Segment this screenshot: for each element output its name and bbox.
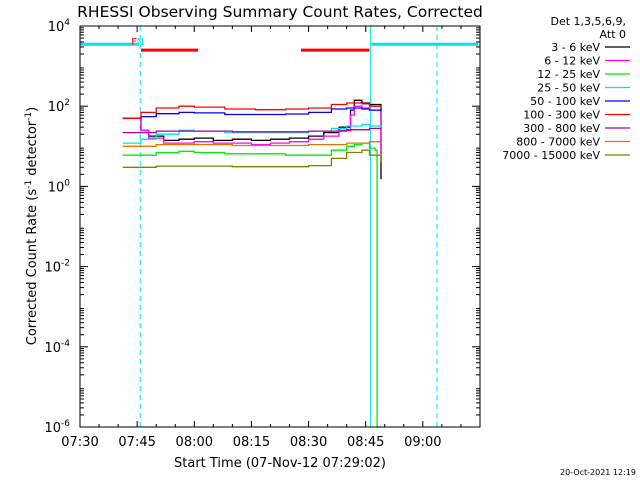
y-tick-label-0: 10-6 xyxy=(44,419,70,436)
x-tick-label-3: 08:15 xyxy=(233,435,270,450)
y-tick-label-3: 100 xyxy=(48,178,71,195)
series-line-4 xyxy=(122,107,382,119)
legend-label-1: 6 - 12 keV xyxy=(544,55,600,68)
legend-header-line-2: Att 0 xyxy=(600,28,626,41)
legend-label-4: 50 - 100 keV xyxy=(530,95,600,108)
legend-label-3: 25 - 50 keV xyxy=(537,82,600,95)
flag-annotation-0: F xyxy=(131,37,137,48)
x-tick-label-0: 07:30 xyxy=(61,435,98,450)
flag-annotation-1: N xyxy=(136,37,143,48)
x-tick-label-2: 08:00 xyxy=(176,435,213,450)
legend-label-2: 12 - 25 keV xyxy=(537,68,600,81)
series-line-3 xyxy=(122,123,382,144)
x-tick-label-4: 08:30 xyxy=(290,435,327,450)
series-line-5 xyxy=(122,102,382,119)
legend-label-8: 7000 - 15000 keV xyxy=(502,149,600,162)
series-line-6 xyxy=(122,127,381,134)
x-tick-label-1: 07:45 xyxy=(118,435,155,450)
chart-title: RHESSI Observing Summary Count Rates, Co… xyxy=(77,3,483,21)
series-line-2 xyxy=(122,142,381,428)
plot-frame xyxy=(79,25,481,428)
legend-label-6: 300 - 800 keV xyxy=(523,122,600,135)
legend-label-7: 800 - 7000 keV xyxy=(516,136,600,149)
x-tick-label-6: 09:00 xyxy=(404,435,441,450)
y-tick-label-4: 102 xyxy=(48,98,70,115)
y-tick-label-1: 10-4 xyxy=(44,339,70,356)
legend-label-5: 100 - 300 keV xyxy=(523,109,600,122)
y-axis-label: Corrected Count Rate (s-1 detector-1) xyxy=(24,107,40,345)
legend-label-0: 3 - 6 keV xyxy=(551,41,600,54)
legend-header-line-1: Det 1,3,5,6,9, xyxy=(550,15,626,28)
series-line-7 xyxy=(122,141,381,147)
y-tick-label-5: 104 xyxy=(48,18,71,35)
x-tick-label-5: 08:45 xyxy=(347,435,384,450)
series-line-8 xyxy=(122,149,382,168)
series-line-1 xyxy=(122,105,382,163)
footer-timestamp: 20-Oct-2021 12:19 xyxy=(560,468,636,477)
y-tick-label-2: 10-2 xyxy=(44,259,70,276)
x-axis-label: Start Time (07-Nov-12 07:29:02) xyxy=(174,456,386,471)
